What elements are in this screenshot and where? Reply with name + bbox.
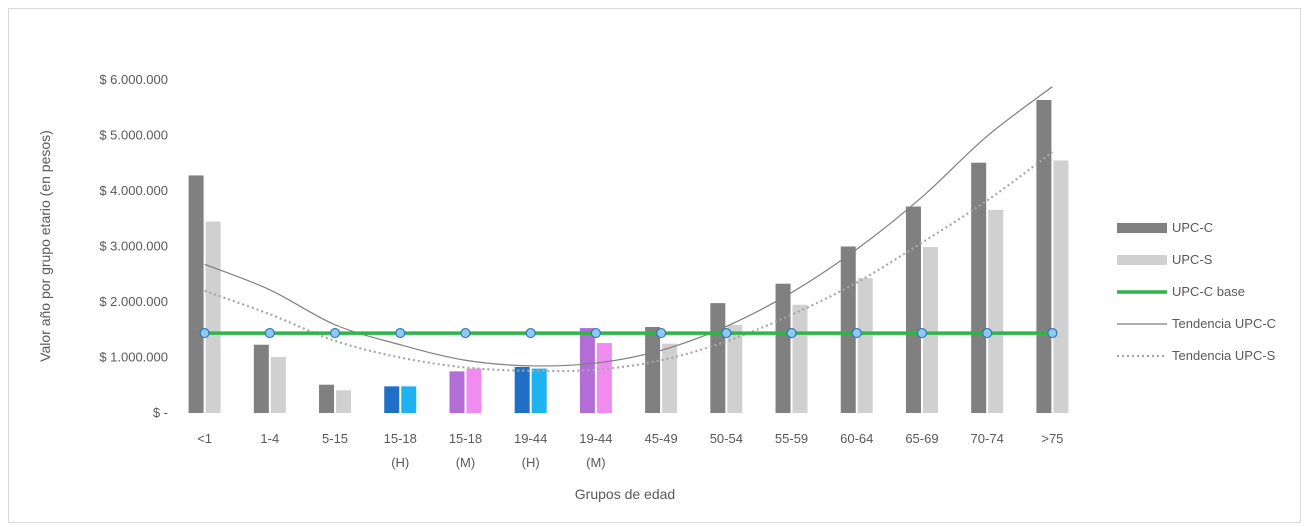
bar-upc-c: [319, 384, 335, 413]
bar-upc-s: [596, 343, 612, 413]
bar-upc-s: [662, 343, 678, 413]
base-line-marker: [199, 327, 210, 339]
x-tick-label: 70-74: [971, 431, 1004, 446]
plot-area: $ - $ 1.000.000 $ 2.000.000 $ 3.000.000 $ 4.…: [99, 72, 1069, 470]
x-tick-label: 50-54: [710, 431, 743, 446]
x-tick-label: 5-15: [322, 431, 348, 446]
x-tick-label: 45-49: [644, 431, 677, 446]
base-line-marker: [1047, 327, 1058, 339]
y-tick-label: $ 4.000.000: [99, 183, 168, 198]
x-tick-label: 19-44: [579, 431, 612, 446]
bar-upc-s: [336, 390, 352, 413]
bar-upc-s: [1053, 160, 1069, 413]
x-tick-label: 1-4: [260, 431, 279, 446]
x-tick-label: (M): [586, 455, 606, 470]
base-line-marker: [851, 327, 862, 339]
trend-line-tendencia-upc-s: [204, 151, 1054, 373]
y-tick-label: $ 3.000.000: [99, 239, 168, 254]
legend-label: UPC-S: [1172, 252, 1213, 267]
x-tick-label: 65-69: [905, 431, 938, 446]
x-tick-label: (H): [391, 455, 409, 470]
legend-label: Tendencia UPC-S: [1172, 348, 1276, 363]
bar-upc-c: [1036, 99, 1052, 413]
base-line-marker: [721, 327, 732, 339]
legend-swatch: [1117, 223, 1167, 233]
base-line-marker: [395, 327, 406, 339]
base-line-marker: [916, 327, 928, 339]
x-tick-label: 19-44: [514, 431, 547, 446]
base-line-marker: [982, 327, 993, 339]
bar-upc-c: [775, 283, 791, 413]
base-line-marker: [590, 327, 601, 339]
bar-upc-s: [401, 386, 417, 413]
bar-upc-c: [449, 371, 465, 413]
base-line-marker: [656, 327, 667, 339]
bar-upc-c: [514, 366, 530, 413]
y-tick-label: $ 1.000.000: [99, 350, 168, 365]
base-line-marker: [786, 327, 797, 339]
x-tick-label: <1: [197, 431, 212, 446]
bar-upc-c: [645, 326, 661, 413]
bar-upc-c: [188, 175, 204, 413]
bar-upc-s: [531, 368, 547, 413]
y-tick-label: $ 2.000.000: [99, 294, 168, 309]
bar-upc-s: [727, 324, 743, 413]
bar-upc-c: [384, 386, 400, 413]
base-line-marker: [264, 327, 275, 339]
base-line-marker: [525, 327, 536, 339]
bar-upc-c: [905, 206, 921, 413]
bar-upc-c: [253, 344, 269, 413]
y-tick-label: $ 6.000.000: [99, 72, 168, 87]
bar-upc-c: [710, 303, 726, 413]
x-axis-title: Grupos de edad: [575, 486, 675, 502]
legend-label: Tendencia UPC-C: [1172, 316, 1276, 331]
legend-swatch: [1117, 255, 1167, 265]
x-tick-label: (H): [522, 455, 540, 470]
bar-upc-s: [466, 368, 482, 413]
legend-label: UPC-C: [1172, 220, 1213, 235]
legend-label: UPC-C base: [1172, 284, 1245, 299]
x-tick-label: 60-64: [840, 431, 873, 446]
x-tick-label: (M): [456, 455, 476, 470]
y-tick-label: $ 5.000.000: [99, 128, 168, 143]
x-tick-label: >75: [1041, 431, 1063, 446]
bar-upc-c: [840, 246, 856, 413]
legend: UPC-C UPC-S UPC-C base Tendencia UPC-C Tende…: [1117, 220, 1276, 363]
x-tick-label: 55-59: [775, 431, 808, 446]
y-axis-title: Valor año por grupo etario (en pesos): [37, 130, 53, 362]
bar-upc-s: [270, 356, 286, 413]
bar-upc-s: [922, 247, 938, 413]
trend-line-tendencia-upc-c: [204, 86, 1053, 367]
x-tick-label: 15-18: [384, 431, 417, 446]
bar-upc-c: [971, 162, 987, 413]
bar-upc-s: [205, 221, 221, 413]
chart-border: [8, 8, 1301, 523]
y-tick-label: $ -: [153, 405, 168, 420]
bar-upc-s: [857, 278, 873, 413]
base-line-marker: [329, 327, 341, 339]
bar-upc-s: [988, 209, 1004, 413]
x-tick-label: 15-18: [449, 431, 482, 446]
base-line-marker: [460, 327, 471, 339]
bar-upc-s: [792, 304, 808, 413]
